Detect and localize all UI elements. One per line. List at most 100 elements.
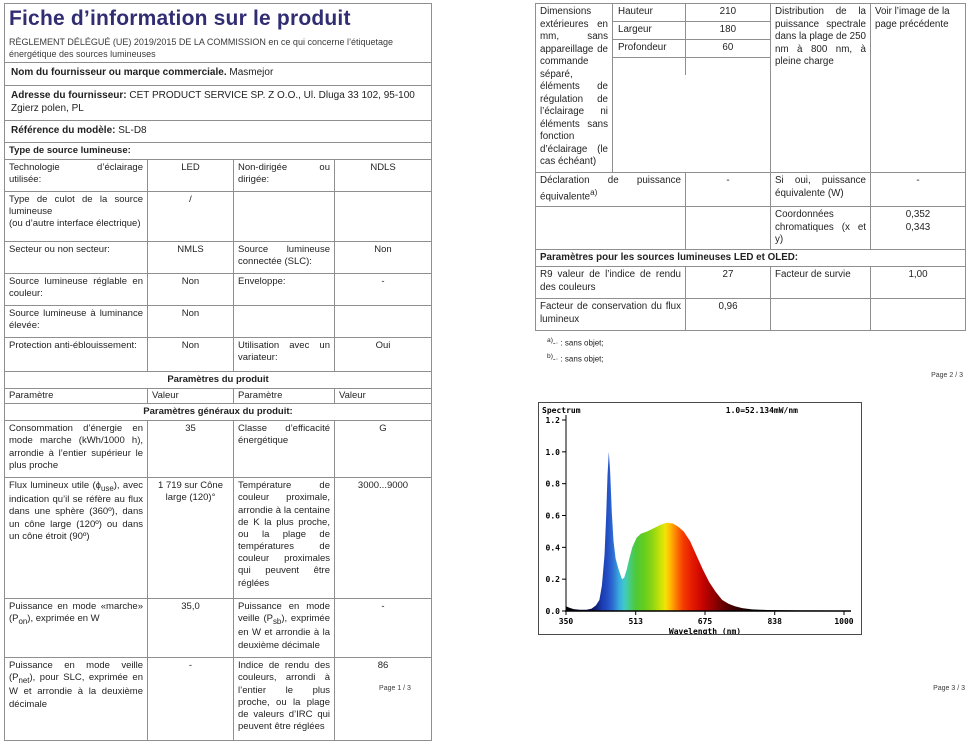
value-cell: Non xyxy=(334,240,432,274)
survival-factor-value: 1,00 xyxy=(870,266,966,300)
param-cell: Source lumineuse réglable en couleur: xyxy=(4,272,148,306)
param-cell: Indice de rendu des couleurs, arrondi à … xyxy=(233,657,335,741)
spectrum-chart-svg: 0.0 0.2 0.4 0.6 0.8 1.0 1.2 350 513 675 838 1000 Spe… xyxy=(542,406,854,636)
value-cell: - xyxy=(870,172,966,207)
table-row: Paramètres du produit xyxy=(4,370,432,389)
x-tick-label: 1000 xyxy=(834,617,853,626)
table-row: Paramètre Valeur Paramètre Valeur xyxy=(4,387,432,405)
param-cell: Flux lumineux utile (ϕuse), avec indicat… xyxy=(4,477,148,600)
spectral-distribution-value: Voir l’image de la page précédente xyxy=(870,3,966,173)
table-row: Type de source lumineuse: xyxy=(4,141,432,160)
chromaticity-label: Coordonnées chromatiques (x et y) xyxy=(770,206,871,250)
type-section-header: Type de source lumineuse: xyxy=(4,141,432,160)
survival-factor-label: Facteur de survie xyxy=(770,266,871,300)
param-cell xyxy=(233,304,335,338)
product-params-header: Paramètres du produit xyxy=(4,370,432,389)
footnotes: a)-· : sans objet; b)-· : sans objet; xyxy=(535,335,965,367)
table-row: Référence du modèle: SL-D8 xyxy=(4,119,432,143)
table-row: Adresse du fournisseur: CET PRODUCT SERV… xyxy=(4,85,432,121)
dimension-name: Largeur xyxy=(613,21,686,40)
param-cell: Puissance en mode «marche» (Pon), exprim… xyxy=(4,598,148,659)
value-cell: 86 xyxy=(334,657,432,741)
x-tick-label: 513 xyxy=(628,617,643,626)
lumen-maintenance-label: Facteur de conservation du flux lumineux xyxy=(535,298,686,332)
value-cell: - xyxy=(334,598,432,659)
page-1: Fiche d’information sur le produit RÈGLE… xyxy=(4,2,432,741)
x-tick-label: 838 xyxy=(767,617,782,626)
table-row: Facteur de conservation du flux lumineux… xyxy=(535,298,966,332)
led-params-header: Paramètres pour les sources lumineuses L… xyxy=(535,248,966,268)
table-row: Paramètres généraux du produit: xyxy=(4,403,432,422)
y-tick-label: 0.6 xyxy=(546,512,561,521)
dimensions-values-cell: Hauteur 210 Largeur 180 Profondeur 60 xyxy=(612,3,771,173)
spacer-cell xyxy=(613,57,686,75)
address-row: Adresse du fournisseur: CET PRODUCT SERV… xyxy=(4,85,432,121)
dimension-value: 210 xyxy=(685,4,770,22)
product-fiche-document: { "accent_color": "#312d73", "page1": { … xyxy=(4,2,966,741)
spectrum-chart: 0.0 0.2 0.4 0.6 0.8 1.0 1.2 350 513 675 838 1000 Spe… xyxy=(538,402,862,636)
column-header: Paramètre xyxy=(4,387,148,405)
dimensions-label-cell: Dimensions extérieures en mm, sans appar… xyxy=(535,3,613,173)
value-cell: LED xyxy=(147,158,234,192)
value-cell: - xyxy=(685,172,771,207)
table-row: Secteur ou non secteur: NMLS Source lumi… xyxy=(4,240,432,274)
table-row: Type de culot de la source lumineuse (ou … xyxy=(4,190,432,242)
table-row: Profondeur 60 xyxy=(613,39,770,58)
column-header: Valeur xyxy=(334,387,432,405)
table-row: Source lumineuse à luminance élevée: Non xyxy=(4,304,432,338)
general-params-header: Paramètres généraux du produit: xyxy=(4,403,432,422)
table-row xyxy=(613,57,770,76)
y-tick-label: 1.2 xyxy=(546,416,561,425)
empty-cell xyxy=(685,206,771,250)
param-cell: Source lumineuse connectée (SLC): xyxy=(233,240,335,274)
param-cell: Puissance en mode veille (Psb), exprimée… xyxy=(233,598,335,659)
param-cell: Température de couleur proximale, arrond… xyxy=(233,477,335,600)
address-label: Adresse du fournisseur: xyxy=(11,90,127,102)
footnote-b: b)-· : sans objet; xyxy=(547,352,604,364)
value-cell: Non xyxy=(147,304,234,338)
empty-cell xyxy=(535,206,686,250)
product-info-table: Fiche d’information sur le produit RÈGLE… xyxy=(4,2,432,741)
table-row: Fiche d’information sur le produit RÈGLE… xyxy=(4,2,432,64)
empty-cell xyxy=(870,298,966,332)
y-tick-label: 1.0 xyxy=(546,448,561,457)
value-cell: 35,0 xyxy=(147,598,234,659)
param-cell: Classe d’efficacité énergétique xyxy=(233,420,335,479)
supplier-label: Nom du fournisseur ou marque commerciale… xyxy=(11,67,227,79)
value-cell: 1 719 sur Cône large (120)° xyxy=(147,477,234,600)
param-cell: Source lumineuse à luminance élevée: xyxy=(4,304,148,338)
value-cell: G xyxy=(334,420,432,479)
regulation-subtitle: RÈGLEMENT DÉLÉGUÉ (UE) 2019/2015 DE LA C… xyxy=(9,36,394,59)
address-value: CET PRODUCT SERVICE SP. Z O.O., Ul. Dlug… xyxy=(11,90,415,115)
lumen-maintenance-value: 0,96 xyxy=(685,298,771,332)
model-value: SL-D8 xyxy=(118,124,147,136)
chart-scale-note: 1.0=52.134mW/nm xyxy=(726,406,798,415)
table-row: Protection anti-éblouissement: Non Utili… xyxy=(4,336,432,372)
table-row: R9 valeur de l’indice de rendu des coule… xyxy=(535,266,966,300)
table-row: Consommation d’énergie en mode marche (k… xyxy=(4,420,432,479)
value-cell: - xyxy=(334,272,432,306)
chromaticity-value: 0,352 0,343 xyxy=(870,206,966,250)
table-row: Coordonnées chromatiques (x et y) 0,352 0… xyxy=(535,206,966,250)
param-cell: Type de culot de la source lumineuse (ou … xyxy=(4,190,148,242)
table-row: Largeur 180 xyxy=(613,21,770,40)
y-tick-label: 0.2 xyxy=(546,575,561,584)
supplier-value: Masmejor xyxy=(229,67,274,79)
param-cell: Non-dirigée ou dirigée: xyxy=(233,158,335,192)
value-cell: Oui xyxy=(334,336,432,372)
value-cell xyxy=(334,304,432,338)
y-tick-label: 0.8 xyxy=(546,480,561,489)
value-cell: NDLS xyxy=(334,158,432,192)
param-cell: Protection anti-éblouissement: xyxy=(4,336,148,372)
page-2-footer: Page 2 / 3 xyxy=(931,371,963,379)
dimensions-subtable: Hauteur 210 Largeur 180 Profondeur 60 xyxy=(613,4,770,75)
table-row: Technologie d’éclairage utilisée: LED No… xyxy=(4,158,432,192)
column-header: Valeur xyxy=(147,387,234,405)
value-cell: / xyxy=(147,190,234,242)
r9-value: 27 xyxy=(685,266,771,300)
chart-title: Spectrum xyxy=(542,406,581,415)
spacer-cell xyxy=(685,58,770,76)
x-tick-label: 350 xyxy=(559,617,574,626)
value-cell: NMLS xyxy=(147,240,234,274)
page-2: Dimensions extérieures en mm, sans appar… xyxy=(535,3,966,379)
